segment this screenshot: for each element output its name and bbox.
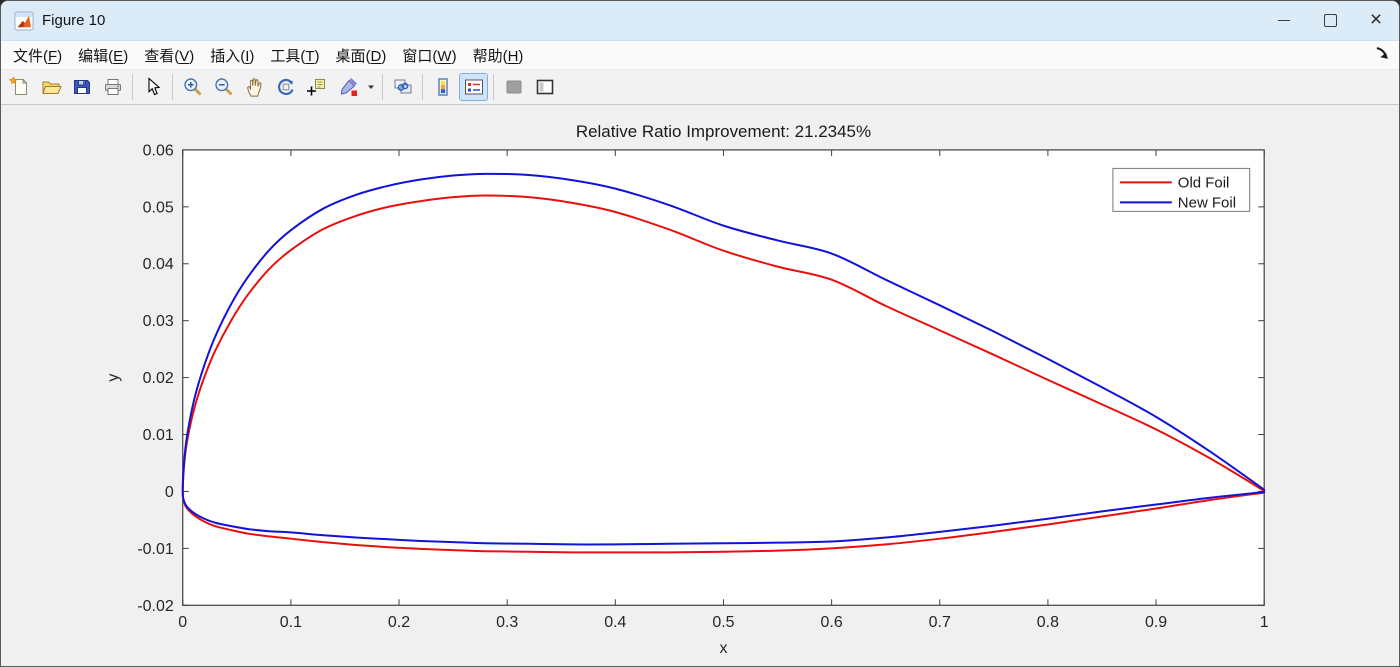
brush-dropdown-icon — [367, 78, 375, 96]
new-figure-button[interactable] — [5, 73, 34, 101]
open-file-icon — [40, 76, 62, 98]
menu-item-desktop[interactable]: 桌面(D) — [335, 47, 387, 65]
zoom-in-button[interactable] — [178, 73, 207, 101]
dock-figure-arrow-button[interactable] — [1373, 44, 1391, 62]
plot-svg: 0 0.1 0.2 0.3 0.4 0.5 0.6 0.7 0.8 0.9 1 -0.02 -0.01 0… — [105, 122, 1269, 657]
svg-text:0: 0 — [165, 484, 174, 501]
zoom-out-button[interactable] — [209, 73, 238, 101]
open-file-button[interactable] — [36, 73, 65, 101]
close-button[interactable]: × — [1353, 1, 1399, 40]
zoom-in-icon — [182, 76, 204, 98]
figure-toolbar — [1, 70, 1399, 105]
toolbar-separator — [132, 74, 133, 100]
series-new-foil — [181, 172, 1266, 546]
svg-text:-0.01: -0.01 — [137, 541, 174, 558]
print-figure-icon — [102, 76, 124, 98]
insert-legend-icon — [463, 76, 485, 98]
svg-text:0.01: 0.01 — [143, 427, 174, 444]
svg-text:0.4: 0.4 — [604, 614, 626, 631]
zoom-out-icon — [213, 76, 235, 98]
toolbar-separator — [172, 74, 173, 100]
insert-colorbar-icon — [432, 76, 454, 98]
svg-text:0.6: 0.6 — [821, 614, 843, 631]
brush-button[interactable] — [333, 73, 362, 101]
maximize-icon — [1323, 14, 1337, 27]
hide-plot-tools-button[interactable] — [499, 73, 528, 101]
svg-text:0.02: 0.02 — [143, 370, 174, 387]
edit-plot-icon — [142, 76, 164, 98]
link-plot-button[interactable] — [388, 73, 417, 101]
save-figure-icon — [71, 76, 93, 98]
link-plot-icon — [392, 76, 414, 98]
pan-button[interactable] — [240, 73, 269, 101]
brush-dropdown-button[interactable] — [364, 73, 377, 101]
svg-text:0: 0 — [178, 614, 187, 631]
toolbar-separator — [493, 74, 494, 100]
toolbar-separator — [422, 74, 423, 100]
close-icon: × — [1369, 8, 1383, 31]
svg-text:0.03: 0.03 — [143, 313, 174, 330]
dock-figure-icon — [534, 76, 556, 98]
window-controls: × — [1261, 1, 1399, 40]
new-figure-icon — [8, 76, 31, 98]
y-axis-label: y — [105, 374, 122, 382]
rotate-3d-icon — [275, 76, 297, 98]
x-axis-label: x — [719, 640, 727, 657]
minimize-button[interactable] — [1261, 1, 1307, 40]
pan-icon — [244, 76, 266, 98]
legend-entry: Old Foil — [1178, 174, 1230, 191]
svg-text:0.2: 0.2 — [388, 614, 410, 631]
brush-icon — [337, 76, 359, 98]
window-title: Figure 10 — [42, 12, 106, 29]
menubar: 文件(F) 编辑(E) 查看(V) 插入(I) 工具(T) 桌面(D) 窗口(W) 帮助(H) — [1, 41, 1399, 70]
svg-text:0.04: 0.04 — [143, 256, 174, 273]
dock-arrow-icon — [1376, 47, 1388, 59]
legend[interactable]: Old Foil New Foil — [1112, 167, 1251, 212]
dock-figure-button[interactable] — [530, 73, 559, 101]
axes-box — [182, 149, 1265, 606]
svg-text:0.7: 0.7 — [929, 614, 951, 631]
svg-text:1: 1 — [1260, 614, 1269, 631]
toolbar-separator — [382, 74, 383, 100]
svg-text:0.06: 0.06 — [143, 142, 174, 159]
menu-item-insert[interactable]: 插入(I) — [210, 47, 255, 65]
svg-text:0.3: 0.3 — [496, 614, 518, 631]
menu-item-tools[interactable]: 工具(T) — [270, 47, 320, 65]
legend-box — [1112, 167, 1251, 212]
svg-text:-0.02: -0.02 — [137, 598, 174, 615]
plot-title: Relative Ratio Improvement: 21.2345% — [576, 122, 871, 141]
matlab-app-icon — [14, 11, 34, 31]
insert-colorbar-button[interactable] — [428, 73, 457, 101]
svg-text:0.9: 0.9 — [1145, 614, 1167, 631]
figure-canvas: 0 0.1 0.2 0.3 0.4 0.5 0.6 0.7 0.8 0.9 1 -0.02 -0.01 0… — [1, 105, 1399, 666]
data-cursor-button[interactable] — [302, 73, 331, 101]
rotate-3d-button[interactable] — [271, 73, 300, 101]
maximize-button[interactable] — [1307, 1, 1353, 40]
menu-item-file[interactable]: 文件(F) — [13, 47, 63, 65]
svg-text:0.05: 0.05 — [143, 199, 174, 216]
svg-text:0.1: 0.1 — [280, 614, 302, 631]
edit-plot-button[interactable] — [138, 73, 167, 101]
minimize-icon — [1278, 20, 1290, 21]
legend-entry: New Foil — [1178, 194, 1236, 211]
data-cursor-icon — [306, 76, 328, 98]
titlebar: Figure 10 × — [1, 1, 1399, 41]
menu-item-edit[interactable]: 编辑(E) — [78, 47, 129, 65]
hide-plot-tools-icon — [503, 76, 525, 98]
svg-text:0.8: 0.8 — [1037, 614, 1059, 631]
save-figure-button[interactable] — [67, 73, 96, 101]
x-tick-labels: 0 0.1 0.2 0.3 0.4 0.5 0.6 0.7 0.8 0.9 1 — [178, 614, 1268, 631]
y-tick-labels: -0.02 -0.01 0 0.01 0.02 0.03 0.04 0.05 0.06 — [137, 142, 174, 614]
svg-text:0.5: 0.5 — [712, 614, 734, 631]
print-figure-button[interactable] — [98, 73, 127, 101]
menu-item-help[interactable]: 帮助(H) — [472, 47, 524, 65]
menu-item-window[interactable]: 窗口(W) — [402, 47, 457, 65]
menu-item-view[interactable]: 查看(V) — [144, 47, 195, 65]
insert-legend-button[interactable] — [459, 73, 488, 101]
